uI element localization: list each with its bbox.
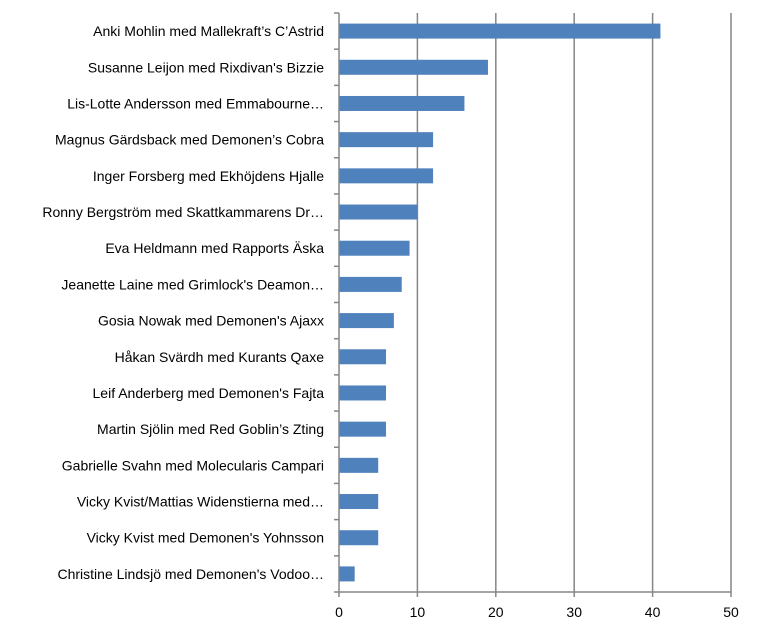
x-tick-label: 10: [410, 604, 426, 620]
category-label: Christine Lindsjö med Demonen's Vodoo…: [58, 566, 325, 582]
category-label: Inger Forsberg med Ekhöjdens Hjalle: [93, 168, 324, 184]
category-label: Ronny Bergström med Skattkammarens Dr…: [42, 204, 324, 220]
bar: [339, 59, 488, 75]
category-label: Håkan Svärdh med Kurants Qaxe: [115, 349, 325, 365]
axes: [334, 12, 732, 597]
bar: [339, 421, 387, 437]
bar: [339, 240, 410, 256]
category-label: Susanne Leijon med Rixdivan's Bizzie: [88, 59, 324, 75]
x-tick-label: 30: [566, 604, 582, 620]
x-tick-labels: 0 10 20 30 40 50: [335, 604, 739, 620]
category-label: Eva Heldmann med Rapports Äska: [105, 240, 324, 256]
bar: [339, 132, 434, 148]
bar: [339, 276, 402, 292]
x-tick-label: 0: [335, 604, 343, 620]
bar: [339, 95, 465, 111]
category-label: Martin Sjölin med Red Goblin’s Zting: [97, 421, 324, 437]
category-label: Vicky Kvist med Demonen's Yohnsson: [87, 530, 324, 546]
gridlines: [416, 13, 732, 592]
bar: [339, 168, 434, 184]
category-label: Vicky Kvist/Mattias Widenstierna med…: [77, 494, 324, 510]
category-label: Anki Mohlin med Mallekraft’s C’Astrid: [93, 23, 324, 39]
bar: [339, 566, 355, 582]
x-tick-label: 50: [723, 604, 739, 620]
bars: [339, 23, 661, 582]
category-label: Magnus Gärdsback med Demonen’s Cobra: [55, 132, 324, 148]
bar: [339, 23, 661, 39]
x-tick-label: 20: [488, 604, 504, 620]
category-label: Gabrielle Svahn med Molecularis Campari: [62, 457, 324, 473]
category-label: Jeanette Laine med Grimlock's Deamon…: [61, 276, 324, 292]
category-label: Leif Anderberg med Demonen's Fajta: [93, 385, 325, 401]
bar: [339, 204, 418, 220]
category-labels: Anki Mohlin med Mallekraft’s C’Astrid Sus…: [42, 23, 324, 582]
category-label: Gosia Nowak med Demonen's Ajaxx: [98, 313, 324, 329]
x-tick-label: 40: [645, 604, 661, 620]
bar: [339, 457, 379, 473]
bar: [339, 494, 379, 510]
bar: [339, 313, 394, 329]
bar: [339, 530, 379, 546]
category-label: Lis-Lotte Andersson med Emmabourne…: [67, 95, 324, 111]
bar: [339, 349, 387, 365]
bar: [339, 385, 387, 401]
